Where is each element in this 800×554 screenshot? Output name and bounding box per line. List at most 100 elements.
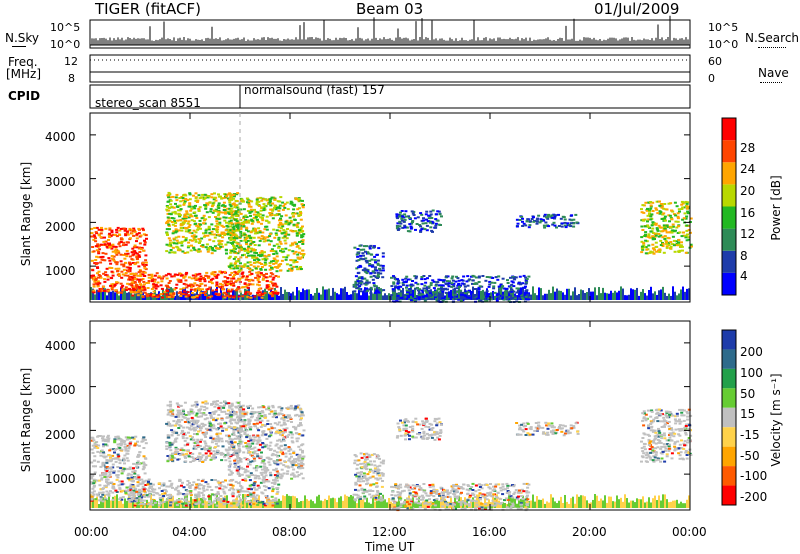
velocity-ground-cell bbox=[236, 496, 238, 508]
power-cell bbox=[224, 211, 227, 214]
power-cell bbox=[210, 223, 214, 226]
power-cell bbox=[167, 223, 171, 226]
power-ytick-1000: 1000 bbox=[45, 264, 76, 278]
power-cell bbox=[215, 281, 219, 284]
power-cell bbox=[646, 225, 650, 228]
power-cell bbox=[260, 235, 264, 238]
power-cell bbox=[690, 245, 693, 248]
velocity-cell bbox=[204, 481, 208, 484]
velocity-cell bbox=[124, 447, 128, 450]
velocity-cell bbox=[113, 438, 117, 441]
velocity-ground-cell bbox=[584, 496, 586, 508]
power-cell bbox=[429, 282, 433, 285]
power-cell bbox=[357, 287, 361, 290]
power-cell bbox=[396, 294, 400, 297]
velocity-cbar-tick-100: 100 bbox=[740, 366, 763, 380]
power-cell bbox=[184, 230, 188, 233]
power-cell bbox=[196, 226, 200, 229]
power-cell bbox=[368, 264, 372, 267]
power-cell bbox=[653, 235, 657, 238]
power-cell bbox=[445, 283, 448, 285]
power-cell bbox=[296, 253, 300, 256]
power-cell bbox=[501, 294, 505, 297]
velocity-cell bbox=[180, 497, 184, 500]
power-cell bbox=[275, 266, 279, 269]
power-cell bbox=[687, 229, 691, 231]
velocity-cell bbox=[211, 438, 215, 441]
power-cell bbox=[224, 212, 227, 215]
power-cell bbox=[260, 263, 263, 265]
power-cell bbox=[364, 283, 368, 286]
power-cell bbox=[228, 217, 232, 219]
power-cell bbox=[180, 274, 184, 277]
power-cell bbox=[106, 275, 110, 278]
power-cell bbox=[221, 288, 225, 291]
velocity-cell bbox=[172, 500, 176, 503]
power-ground-cell bbox=[438, 291, 440, 300]
power-cell bbox=[239, 267, 243, 270]
velocity-cell bbox=[100, 477, 104, 480]
power-cell bbox=[644, 246, 648, 249]
velocity-ground-cell bbox=[656, 500, 658, 508]
power-cell bbox=[179, 227, 183, 229]
velocity-cell bbox=[270, 495, 274, 498]
power-ground-cell bbox=[562, 292, 564, 300]
power-cell bbox=[255, 198, 259, 201]
power-cell bbox=[175, 193, 179, 196]
power-cell bbox=[110, 283, 114, 286]
power-cell bbox=[227, 197, 230, 200]
velocity-ground-cell bbox=[342, 500, 344, 508]
velocity-cell bbox=[108, 449, 112, 452]
power-cell bbox=[282, 205, 286, 207]
power-ground-cell bbox=[126, 292, 128, 300]
power-cell bbox=[434, 298, 438, 301]
power-ground-cell bbox=[354, 292, 356, 300]
power-ground-cell bbox=[174, 295, 176, 300]
power-cell bbox=[232, 195, 236, 198]
power-cell bbox=[176, 273, 180, 276]
power-cell bbox=[232, 257, 236, 260]
velocity-cell bbox=[232, 502, 236, 505]
velocity-cell bbox=[143, 494, 147, 497]
power-cell bbox=[447, 282, 451, 285]
power-cell bbox=[202, 292, 206, 294]
power-cell bbox=[409, 290, 413, 293]
power-cell bbox=[229, 262, 233, 265]
velocity-ground-cell bbox=[166, 498, 168, 508]
velocity-cell bbox=[191, 436, 194, 439]
power-cell bbox=[402, 220, 406, 223]
power-cell bbox=[129, 263, 132, 266]
power-ground-cell bbox=[332, 287, 334, 300]
power-cell bbox=[145, 237, 148, 240]
power-cell bbox=[201, 288, 204, 291]
power-ground-cell bbox=[268, 293, 270, 300]
velocity-cell bbox=[91, 487, 95, 490]
velocity-cell bbox=[217, 481, 221, 484]
velocity-ground-cell bbox=[394, 503, 396, 508]
velocity-ground-cell bbox=[616, 495, 618, 508]
power-cell bbox=[286, 208, 290, 211]
power-cell bbox=[195, 296, 199, 299]
power-cell bbox=[171, 232, 175, 235]
velocity-cell bbox=[109, 460, 113, 463]
power-cell bbox=[217, 213, 221, 216]
power-cell bbox=[435, 299, 439, 302]
velocity-cell bbox=[191, 460, 195, 462]
power-cell bbox=[173, 220, 176, 223]
power-cell bbox=[97, 244, 101, 247]
power-cell bbox=[255, 271, 259, 274]
power-cell bbox=[536, 220, 539, 223]
velocity-cell bbox=[227, 434, 231, 437]
power-cell bbox=[665, 245, 669, 248]
power-cell bbox=[222, 225, 226, 228]
power-cell bbox=[500, 286, 504, 289]
power-cell bbox=[657, 235, 661, 238]
power-cell bbox=[183, 227, 187, 229]
power-cell bbox=[680, 208, 684, 210]
power-cell bbox=[415, 275, 418, 278]
power-cell bbox=[138, 269, 142, 272]
velocity-cell bbox=[165, 448, 169, 450]
velocity-ground-cell bbox=[442, 497, 444, 508]
power-cell bbox=[497, 275, 501, 278]
power-cell bbox=[504, 289, 508, 292]
